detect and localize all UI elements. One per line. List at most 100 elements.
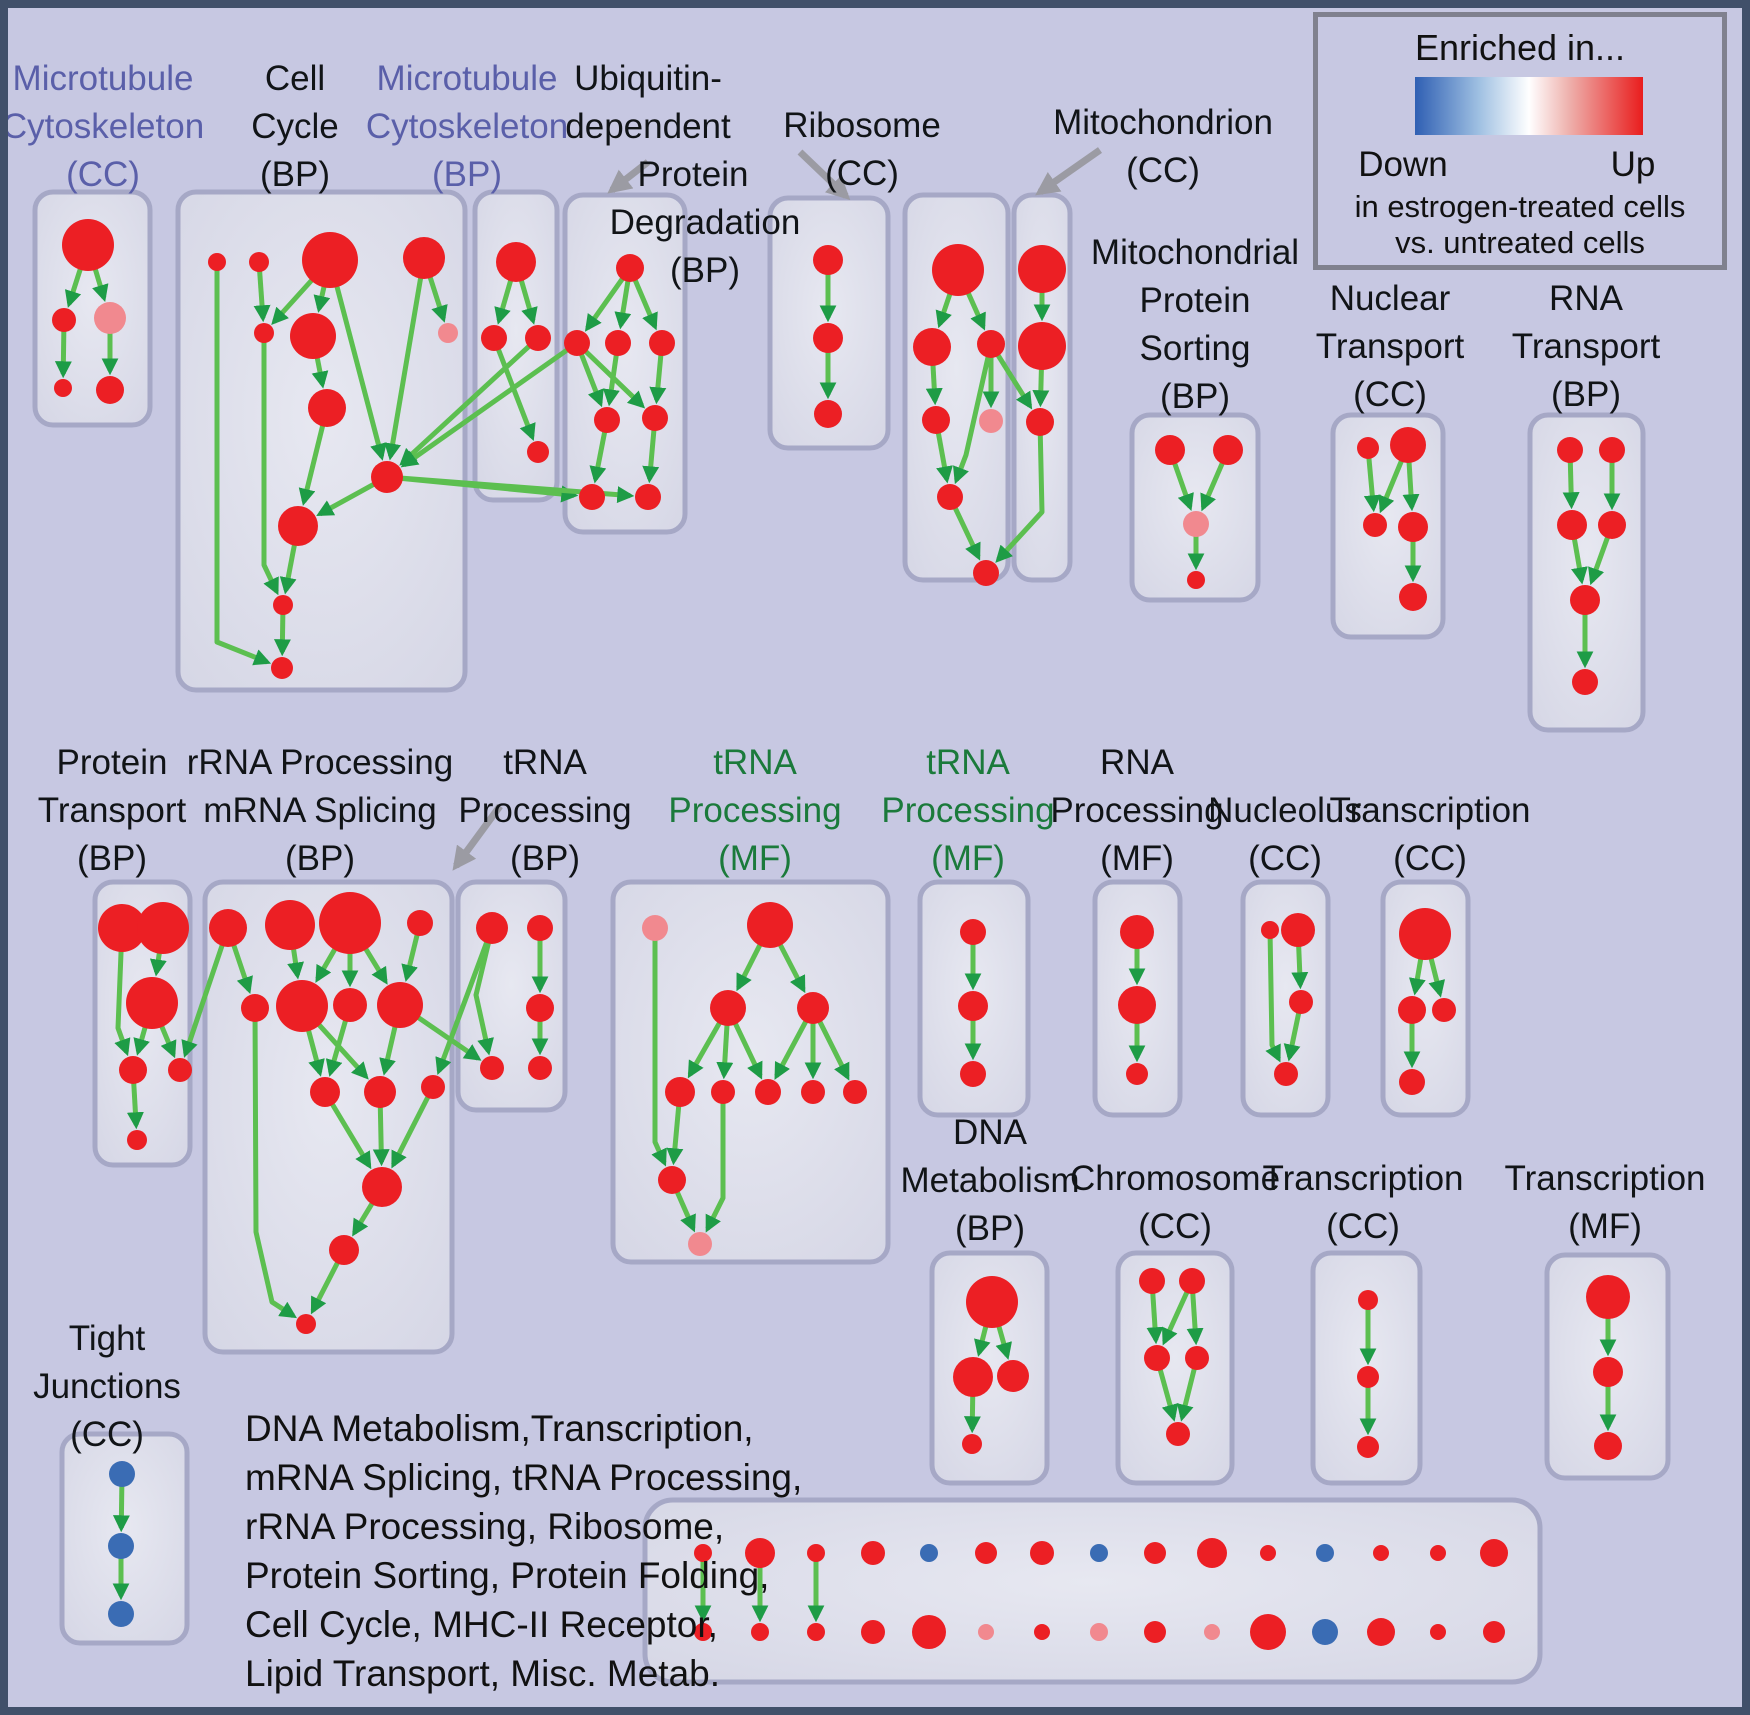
node-nuclear-transport bbox=[1357, 437, 1379, 459]
bottom-node-top-13 bbox=[1430, 1545, 1446, 1561]
node-mt-bp bbox=[496, 242, 536, 282]
node-cell-cycle bbox=[273, 595, 293, 615]
cluster-label-dna-metabolism: Metabolism bbox=[900, 1161, 1080, 1200]
cluster-label-microtubule-cc: Microtubule bbox=[12, 59, 194, 98]
bottom-node-bottom-11 bbox=[1312, 1619, 1338, 1645]
node-ribosome bbox=[932, 244, 984, 296]
node-rrna bbox=[364, 1076, 396, 1108]
node-trna-mf-big bbox=[658, 1166, 686, 1194]
node-rna-transport bbox=[1599, 437, 1625, 463]
bottom-node-top-4 bbox=[920, 1544, 938, 1562]
cluster-label-microtubule-bp: Cytoskeleton bbox=[365, 107, 569, 146]
node-mt-cc bbox=[94, 302, 126, 334]
edge-trna-bp bbox=[473, 927, 495, 1056]
node-rna-mf bbox=[1120, 915, 1154, 949]
node-chromosome bbox=[1179, 1268, 1205, 1294]
cluster-label-trna-mf-1: (MF) bbox=[718, 839, 792, 878]
node-trna-mf-small bbox=[960, 1061, 986, 1087]
bottom-node-bottom-4 bbox=[912, 1615, 946, 1649]
node-mt-bp bbox=[527, 441, 549, 463]
node-cell-cycle bbox=[403, 237, 445, 279]
caption-line: DNA Metabolism,Transcription, bbox=[245, 1408, 754, 1449]
node-protein-transport bbox=[168, 1058, 192, 1082]
node-cell-cycle bbox=[278, 506, 318, 546]
cluster-label-cell-cycle: Cell bbox=[264, 59, 326, 98]
node-chromosome bbox=[1139, 1268, 1165, 1294]
cluster-label-protein-transport: Transport bbox=[37, 791, 187, 830]
cluster-label-transcription-cc-2: (CC) bbox=[1393, 839, 1467, 878]
node-ubiq-a bbox=[579, 484, 605, 510]
node-protein-transport bbox=[119, 1056, 147, 1084]
node-trna-mf-big bbox=[747, 902, 793, 948]
cluster-label-nuclear-transport: Nuclear bbox=[1329, 279, 1451, 318]
node-mitochondrion bbox=[1018, 245, 1066, 293]
legend-up-label: Up bbox=[1610, 145, 1656, 184]
node-trna-mf-small bbox=[958, 991, 988, 1021]
node-ribosome bbox=[913, 328, 951, 366]
cluster-label-ubiquitin: dependent bbox=[565, 107, 731, 146]
bottom-node-top-11 bbox=[1316, 1544, 1334, 1562]
node-nuclear-transport bbox=[1399, 583, 1427, 611]
cluster-label-microtubule-bp: Microtubule bbox=[376, 59, 558, 98]
cluster-label-mitochondrion: Mitochondrion bbox=[1053, 103, 1273, 142]
legend-subtitle-2: vs. untreated cells bbox=[1395, 225, 1645, 260]
bottom-node-top-14 bbox=[1480, 1539, 1508, 1567]
legend-gradient-bar bbox=[1415, 77, 1643, 135]
caption-line: Cell Cycle, MHC-II Receptor, bbox=[245, 1604, 718, 1645]
bottom-node-top-6 bbox=[1030, 1541, 1054, 1565]
node-mt-cc bbox=[52, 308, 76, 332]
node-cell-cycle bbox=[371, 461, 403, 493]
node-rna-transport bbox=[1557, 510, 1587, 540]
edge-trna-mf-big bbox=[651, 928, 667, 1167]
node-rna-transport bbox=[1557, 437, 1583, 463]
pointer-arrow-0 bbox=[607, 159, 651, 194]
node-ubiq-b bbox=[814, 400, 842, 428]
cluster-label-mitochondrion: (CC) bbox=[1126, 151, 1200, 190]
node-nucleolus bbox=[1281, 913, 1315, 947]
node-trna-mf-big bbox=[642, 915, 668, 941]
node-cell-cycle bbox=[290, 313, 336, 359]
bottom-node-top-12 bbox=[1373, 1545, 1389, 1561]
cluster-label-protein-transport: Protein bbox=[56, 743, 168, 782]
node-tight-junctions bbox=[109, 1461, 135, 1487]
cluster-label-trna-mf-1: Processing bbox=[668, 791, 842, 830]
node-rrna bbox=[377, 982, 423, 1028]
edge-rrna bbox=[391, 1085, 436, 1169]
node-transcription-mf bbox=[1593, 1357, 1623, 1387]
node-mt-cc bbox=[62, 219, 114, 271]
node-transcription-cc-2 bbox=[1432, 998, 1456, 1022]
cluster-label-nucleolus: Nucleolus bbox=[1208, 791, 1362, 830]
cluster-label-mito-protein-sorting: Sorting bbox=[1139, 329, 1251, 368]
bottom-summary-box bbox=[642, 1497, 1543, 1685]
edge-cell-cycle bbox=[261, 333, 279, 596]
cluster-label-mito-protein-sorting: Protein bbox=[1139, 281, 1251, 320]
node-cell-cycle bbox=[438, 323, 458, 343]
node-protein-transport bbox=[98, 904, 146, 952]
node-rrna bbox=[421, 1075, 445, 1099]
cluster-box-mt-bp bbox=[472, 189, 560, 503]
caption-line: Lipid Transport, Misc. Metab. bbox=[245, 1653, 721, 1694]
edge-protein-transport bbox=[114, 927, 131, 1057]
node-trna-mf-big bbox=[843, 1080, 867, 1104]
node-trna-mf-big bbox=[665, 1077, 695, 1107]
cluster-label-chromosome: (CC) bbox=[1138, 1207, 1212, 1246]
node-rrna bbox=[407, 910, 433, 936]
node-transcription-cc-3 bbox=[1357, 1366, 1379, 1388]
cluster-label-ribosome: Ribosome bbox=[783, 106, 941, 145]
cluster-label-chromosome: Chromosome bbox=[1069, 1159, 1281, 1198]
edge-cell-cycle bbox=[214, 262, 272, 666]
node-nucleolus bbox=[1274, 1062, 1298, 1086]
cluster-label-dna-metabolism: (BP) bbox=[955, 1209, 1025, 1248]
bottom-node-top-9 bbox=[1197, 1538, 1227, 1568]
node-ubiq-b bbox=[813, 323, 843, 353]
bottom-node-top-5 bbox=[975, 1542, 997, 1564]
node-protein-transport bbox=[126, 977, 178, 1029]
cross-edge-trna-bp-rrna bbox=[435, 927, 495, 1076]
cluster-label-microtubule-cc: (CC) bbox=[66, 155, 140, 194]
node-ubiq-a bbox=[564, 330, 590, 356]
node-trna-mf-big bbox=[710, 990, 746, 1026]
node-ubiq-a bbox=[594, 407, 620, 433]
caption-line: mRNA Splicing, tRNA Processing, bbox=[245, 1457, 803, 1498]
